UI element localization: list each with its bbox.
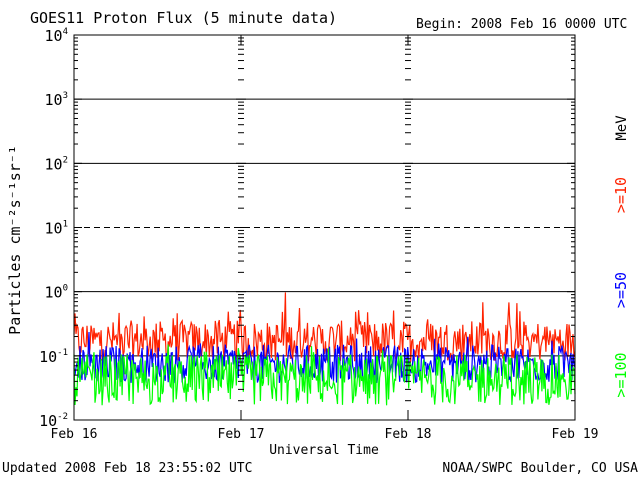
series-line: [73, 292, 576, 362]
y-tick-label: 10-1: [39, 348, 68, 366]
x-tick-label: Feb 16: [51, 427, 98, 442]
y-tick-label: 104: [45, 27, 68, 45]
plot-frame: [73, 34, 576, 421]
x-tick-label: Feb 17: [218, 427, 265, 442]
source-credit: NOAA/SWPC Boulder, CO USA: [442, 461, 638, 476]
x-tick-label: Feb 18: [385, 427, 432, 442]
y-tick-labels: 104 103 102 101 100 10-1 10-2: [39, 27, 68, 430]
chart-title: GOES11 Proton Flux (5 minute data): [30, 9, 337, 27]
legend-entry: >=50: [612, 272, 630, 308]
series-lines: [73, 292, 576, 406]
y-tick-label: 102: [45, 155, 68, 173]
units-label: MeV: [614, 115, 630, 141]
series-line: [73, 344, 576, 406]
x-tick-label: Feb 19: [552, 427, 599, 442]
begin-date-label: Begin: 2008 Feb 16 0000 UTC: [416, 17, 627, 32]
y-tick-label: 10-2: [39, 412, 68, 430]
legend-entry: >=100: [612, 352, 630, 397]
threshold-lines: [74, 98, 575, 357]
y-axis-label: Particles cm⁻²s⁻¹sr⁻¹: [6, 145, 24, 335]
legend: MeV >=10 >=50 >=100: [612, 115, 630, 398]
y-tick-label: 103: [45, 91, 68, 109]
x-tick-labels: Feb 16 Feb 17 Feb 18 Feb 19: [51, 427, 599, 442]
y-tick-label: 100: [45, 284, 68, 302]
x-axis-label: Universal Time: [269, 443, 379, 458]
y-tick-label: 101: [45, 220, 68, 238]
updated-timestamp: Updated 2008 Feb 18 23:55:02 UTC: [2, 461, 252, 476]
legend-entry: >=10: [612, 177, 630, 213]
